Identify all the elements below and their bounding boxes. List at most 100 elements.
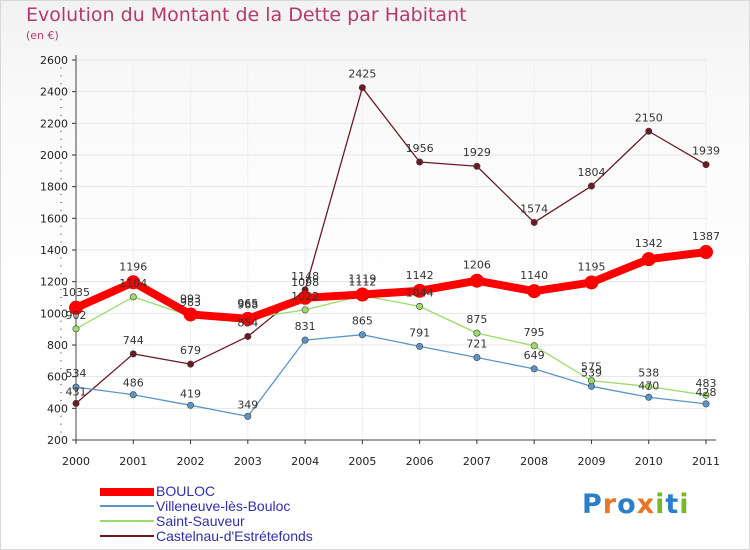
logo-letter: i xyxy=(679,489,690,520)
y-tick-label: 1600 xyxy=(40,212,68,225)
series-point-1 xyxy=(129,391,137,399)
series-point-2 xyxy=(645,382,653,390)
data-label-3: 1342 xyxy=(635,237,663,250)
data-label-0: 1956 xyxy=(406,142,434,155)
data-label-3: 1119 xyxy=(348,272,376,285)
x-tick-label: 2004 xyxy=(291,455,319,468)
series-point-1 xyxy=(416,342,424,350)
series-point-3 xyxy=(641,252,656,267)
series-point-3 xyxy=(584,275,599,290)
data-label-3: 1140 xyxy=(520,269,548,282)
legend-swatch-bouloc xyxy=(100,488,154,496)
logo-letter: i xyxy=(655,489,666,520)
series-point-0 xyxy=(587,182,595,190)
legend-item-villeneuve: Villeneuve-lès-Bouloc xyxy=(100,498,380,514)
data-label-1: 428 xyxy=(696,386,717,399)
data-label-0: 2150 xyxy=(635,111,663,124)
series-point-0 xyxy=(358,84,366,92)
series-point-2 xyxy=(702,391,710,399)
series-point-3 xyxy=(527,284,542,299)
legend-item-saint-sauveur: Saint-Sauveur xyxy=(100,513,380,529)
chart-series xyxy=(69,84,713,420)
series-point-0 xyxy=(473,162,481,170)
data-label-2: 968 xyxy=(237,298,258,311)
series-point-3 xyxy=(69,300,83,315)
series-point-2 xyxy=(530,342,538,350)
series-point-0 xyxy=(645,127,653,135)
data-label-2: 983 xyxy=(180,296,201,309)
series-point-3 xyxy=(469,273,484,288)
data-label-1: 865 xyxy=(352,315,373,328)
data-label-2: 483 xyxy=(696,377,717,390)
series-point-0 xyxy=(244,332,252,340)
x-tick-label: 2007 xyxy=(463,455,491,468)
x-tick-label: 2005 xyxy=(348,455,376,468)
data-label-1: 721 xyxy=(466,338,487,351)
data-label-3: 965 xyxy=(237,297,258,310)
logo-letter: o xyxy=(617,489,637,520)
chart-subtitle: (en €) xyxy=(26,29,59,42)
logo-letter: t xyxy=(665,489,680,520)
series-point-0 xyxy=(530,218,538,226)
series-point-1 xyxy=(473,354,481,362)
data-label-0: 1148 xyxy=(291,270,319,283)
series-point-2 xyxy=(72,325,80,333)
legend-item-castelnau: Castelnau-d'Estrétefonds xyxy=(100,528,380,544)
series-point-1 xyxy=(187,401,195,409)
series-point-1 xyxy=(244,412,252,420)
series-point-2 xyxy=(473,329,481,337)
y-tick-label: 200 xyxy=(47,434,68,447)
y-tick-label: 2200 xyxy=(40,117,68,130)
series-point-3 xyxy=(183,307,198,322)
data-label-1: 534 xyxy=(66,367,87,380)
x-tick-label: 2010 xyxy=(635,455,663,468)
data-label-2: 538 xyxy=(638,366,659,379)
legend-label-saint-sauveur: Saint-Sauveur xyxy=(156,513,245,529)
x-tick-label: 2003 xyxy=(234,455,262,468)
legend-label-villeneuve: Villeneuve-lès-Bouloc xyxy=(156,498,291,514)
series-point-1 xyxy=(72,383,80,391)
data-label-3: 1196 xyxy=(119,260,147,273)
chart-axes: 200 400 600 800 1000 1200 1400 1600 1800 2000 2200… xyxy=(40,54,720,468)
data-label-3: 1206 xyxy=(463,259,491,272)
legend-swatch-saint-sauveur xyxy=(100,520,154,522)
series-point-3 xyxy=(298,290,313,305)
series-point-3 xyxy=(126,275,141,290)
data-label-1: 470 xyxy=(638,379,659,392)
y-tick-label: 1800 xyxy=(40,181,68,194)
data-label-2: 1104 xyxy=(119,277,147,290)
x-tick-label: 2000 xyxy=(62,455,90,468)
data-label-3: 1195 xyxy=(577,260,605,273)
series-point-2 xyxy=(416,302,424,310)
data-label-1: 791 xyxy=(409,326,430,339)
x-tick-label: 2002 xyxy=(177,455,205,468)
y-tick-label: 1400 xyxy=(40,244,68,257)
series-line-1 xyxy=(75,334,707,418)
y-tick-label: 1000 xyxy=(40,307,68,320)
data-label-3: 1098 xyxy=(291,276,319,289)
series-point-3 xyxy=(699,245,713,260)
series-point-3 xyxy=(240,311,255,326)
chart-title: Evolution du Montant de la Dette par Hab… xyxy=(26,4,467,26)
series-line-0 xyxy=(75,87,707,404)
data-label-0: 2425 xyxy=(348,68,376,81)
y-tick-label: 1200 xyxy=(40,276,68,289)
legend-label-bouloc: BOULOC xyxy=(156,483,216,499)
legend-item-bouloc: BOULOC xyxy=(100,483,380,499)
legend-swatch-villeneuve xyxy=(100,505,154,507)
series-point-0 xyxy=(187,360,195,368)
data-label-1: 649 xyxy=(524,349,545,362)
data-labels: 431 744 679 854 1148 2425 1956 1929 1574 1804 2150… xyxy=(62,68,720,412)
series-point-2 xyxy=(129,293,137,301)
proxiti-logo: Proxiti xyxy=(582,489,690,520)
y-tick-label: 400 xyxy=(47,402,68,415)
data-label-1: 349 xyxy=(237,398,258,411)
series-point-1 xyxy=(530,365,538,373)
x-tick-label: 2009 xyxy=(577,455,605,468)
data-label-1: 419 xyxy=(180,387,201,400)
data-label-2: 575 xyxy=(581,361,602,374)
legend-label-castelnau: Castelnau-d'Estrétefonds xyxy=(156,528,313,544)
data-label-3: 993 xyxy=(180,292,201,305)
series-point-3 xyxy=(412,283,427,298)
logo-letter: P xyxy=(582,489,603,520)
